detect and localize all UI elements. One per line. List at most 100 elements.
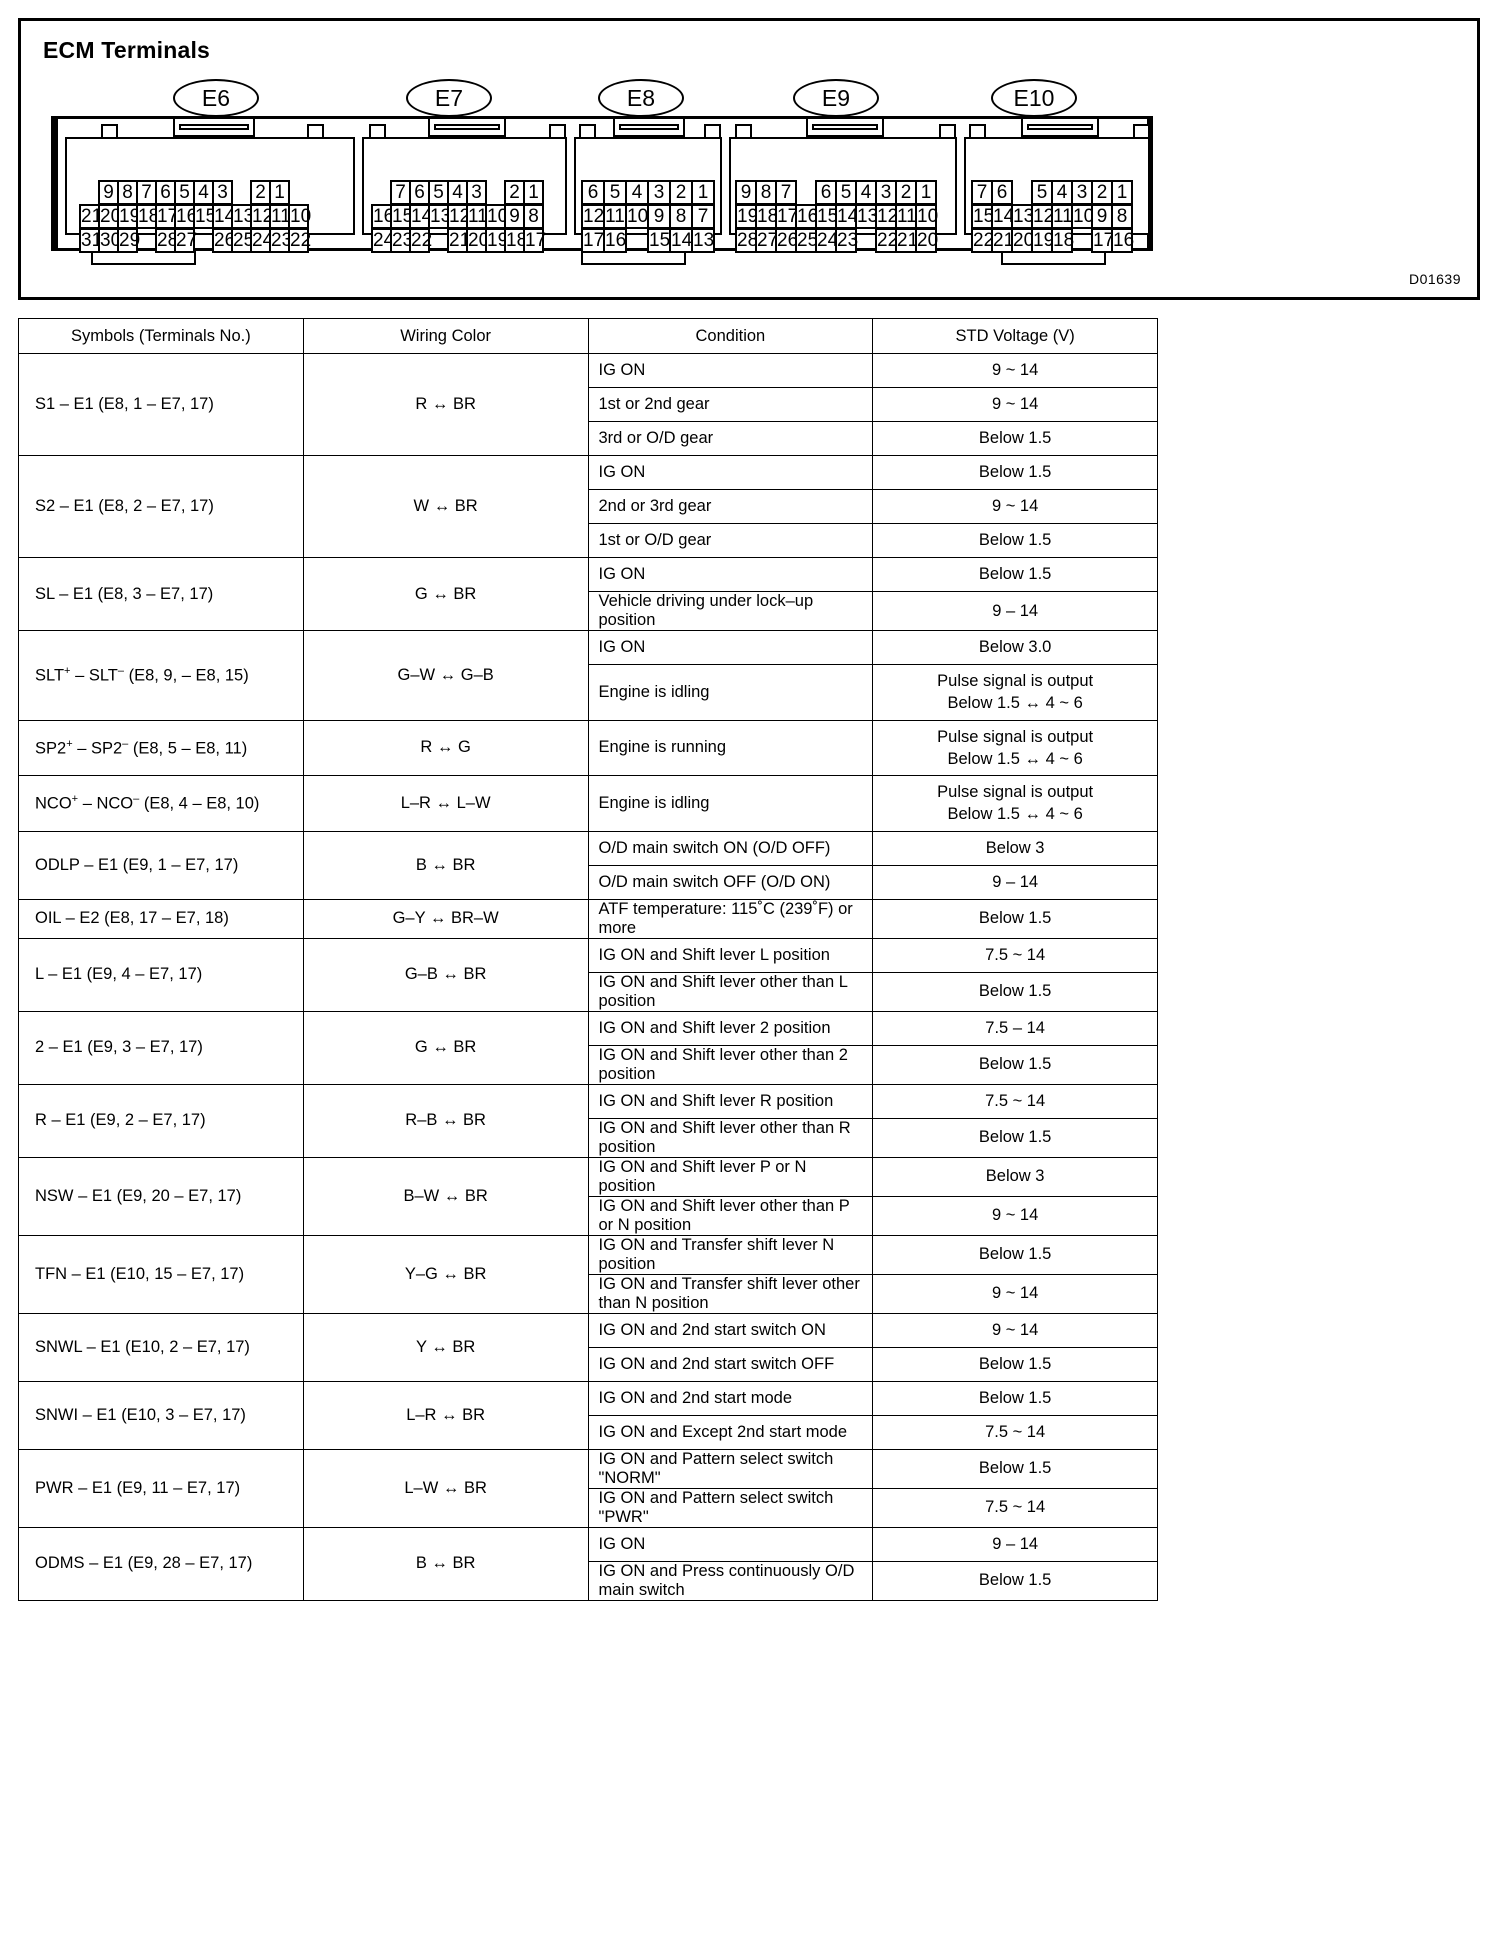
pin-spacer bbox=[371, 180, 392, 205]
pin-e6-22: 22 bbox=[288, 228, 312, 253]
pin-row-e7-1: 16 15 14 13 12 11 10 9 8 bbox=[371, 204, 561, 229]
cell-condition: IG ON bbox=[587, 630, 874, 665]
pin-e6-26: 26 bbox=[212, 228, 236, 253]
pin-e8-3: 3 bbox=[647, 180, 671, 205]
cell-condition: IG ON and Shift lever L position bbox=[587, 937, 874, 973]
table-row: IG ON and Pattern select switch "PWR" 7.5… bbox=[19, 1487, 1158, 1528]
cell-std-voltage: Below 1.5 bbox=[872, 1346, 1158, 1382]
cell-std-voltage: 9 – 14 bbox=[872, 591, 1158, 631]
pin-e10-11: 11 bbox=[1051, 204, 1073, 229]
pin-e7-16: 16 bbox=[371, 204, 395, 229]
pin-e6-28: 28 bbox=[155, 228, 179, 253]
pin-e9-7: 7 bbox=[775, 180, 797, 205]
cell-symbol: S2 – E1 (E8, 2 – E7, 17) bbox=[18, 455, 304, 558]
cell-std-voltage: Pulse signal is output Below 1.5 ↔ 4 ~ 6 bbox=[872, 664, 1158, 721]
pin-spacer bbox=[485, 180, 506, 205]
pin-e7-2: 2 bbox=[504, 180, 525, 205]
pin-e6-5: 5 bbox=[174, 180, 195, 205]
pin-e9-15: 15 bbox=[815, 204, 839, 229]
cell-symbol: PWR – E1 (E9, 11 – E7, 17) bbox=[18, 1448, 304, 1528]
pin-e7-22: 22 bbox=[409, 228, 433, 253]
cell-std-voltage: 7.5 ~ 14 bbox=[872, 1414, 1158, 1450]
pin-e7-13: 13 bbox=[428, 204, 452, 229]
pin-e7-3: 3 bbox=[466, 180, 487, 205]
table-row: OIL – E2 (E8, 17 – E7, 18) G–Y ↔ BR–W ATF … bbox=[18, 898, 1158, 939]
cell-wiring-color: R–B ↔ BR bbox=[302, 1083, 589, 1158]
pin-e8-12: 12 bbox=[581, 204, 605, 229]
cell-condition: IG ON bbox=[587, 557, 874, 592]
connector-label-e10: E10 bbox=[991, 79, 1077, 117]
cell-condition: IG ON bbox=[587, 1526, 874, 1562]
pin-e8-7: 7 bbox=[691, 204, 715, 229]
col-header-condition: Condition bbox=[587, 318, 874, 354]
connector-label-e7: E7 bbox=[406, 79, 492, 117]
table-row: SNWI – E1 (E10, 3 – E7, 17) L–R ↔ BR IG ON… bbox=[18, 1380, 1158, 1450]
cell-std-voltage: Below 3 bbox=[872, 1156, 1158, 1197]
pin-e6-27: 27 bbox=[174, 228, 198, 253]
pin-e6-2: 2 bbox=[250, 180, 271, 205]
pin-spacer bbox=[542, 204, 563, 229]
mount-tab-center bbox=[581, 249, 686, 265]
cell-condition: ATF temperature: 115˚C (239˚F) or more bbox=[587, 898, 874, 939]
pin-row-e9-1: 19 18 17 16 15 14 13 12 11 10 bbox=[735, 204, 938, 229]
pin-e6-13: 13 bbox=[231, 204, 255, 229]
cell-std-voltage: Below 1.5 bbox=[872, 557, 1158, 592]
latch-inner-e9 bbox=[812, 124, 878, 130]
cell-symbol: SLT+ – SLT– (E8, 9, – E8, 15) bbox=[18, 630, 304, 721]
pin-e7-8: 8 bbox=[523, 204, 544, 229]
cell-condition: O/D main switch OFF (O/D ON) bbox=[587, 864, 874, 900]
pin-e9-17: 17 bbox=[775, 204, 799, 229]
housing-right-edge bbox=[1147, 116, 1153, 251]
pin-e9-25: 25 bbox=[795, 228, 819, 253]
cell-wiring-color: R ↔ BR bbox=[302, 353, 589, 456]
cell-condition: Engine is idling bbox=[587, 664, 874, 721]
cell-wiring-color: L–W ↔ BR bbox=[302, 1448, 589, 1528]
table-row: L – E1 (E9, 4 – E7, 17) G–B ↔ BR IG ON and… bbox=[18, 937, 1158, 1012]
pin-e6-3: 3 bbox=[212, 180, 233, 205]
cell-condition: IG ON bbox=[587, 455, 874, 490]
cell-symbol: SL – E1 (E8, 3 – E7, 17) bbox=[18, 557, 304, 631]
cell-condition: 3rd or O/D gear bbox=[587, 421, 874, 456]
pin-spacer bbox=[795, 180, 817, 205]
cell-symbol: S1 – E1 (E8, 1 – E7, 17) bbox=[18, 353, 304, 456]
pin-e6-15: 15 bbox=[193, 204, 217, 229]
cell-std-voltage: 7.5 – 14 bbox=[872, 1010, 1158, 1046]
pin-e6-25: 25 bbox=[231, 228, 255, 253]
pin-e9-6: 6 bbox=[815, 180, 837, 205]
table-row: NSW – E1 (E9, 20 – E7, 17) B–W ↔ BR IG ON … bbox=[18, 1156, 1158, 1236]
cell-condition: IG ON and Shift lever other than 2 posit… bbox=[587, 1044, 874, 1085]
cell-wiring-color: G ↔ BR bbox=[302, 557, 589, 631]
pin-e10-1: 1 bbox=[1111, 180, 1133, 205]
pin-e6-4: 4 bbox=[193, 180, 214, 205]
pin-e9-4: 4 bbox=[855, 180, 877, 205]
pin-e10-17: 17 bbox=[1091, 228, 1115, 253]
pin-e6-19: 19 bbox=[117, 204, 141, 229]
pin-e8-4: 4 bbox=[625, 180, 649, 205]
pin-e6-6: 6 bbox=[155, 180, 176, 205]
page-title: ECM Terminals bbox=[43, 37, 211, 63]
cell-wiring-color: G–W ↔ G–B bbox=[302, 630, 589, 721]
cell-condition: 1st or O/D gear bbox=[587, 523, 874, 558]
cell-symbol: SNWI – E1 (E10, 3 – E7, 17) bbox=[18, 1380, 304, 1450]
pin-row-e7-2: 24 23 22 21 20 19 18 17 bbox=[371, 228, 561, 253]
connector-label-e6: E6 bbox=[173, 79, 259, 117]
cell-wiring-color: W ↔ BR bbox=[302, 455, 589, 558]
pin-spacer bbox=[625, 228, 649, 253]
table-row: SP2+ – SP2– (E8, 5 – E8, 11) R ↔ G Engine … bbox=[18, 719, 1158, 777]
pin-e7-10: 10 bbox=[485, 204, 509, 229]
connector-latch-e7 bbox=[428, 117, 506, 137]
pin-e9-26: 26 bbox=[775, 228, 799, 253]
pin-e9-12: 12 bbox=[875, 204, 899, 229]
cell-symbol: R – E1 (E9, 2 – E7, 17) bbox=[18, 1083, 304, 1158]
pin-spacer bbox=[855, 228, 877, 253]
cell-condition: IG ON and Shift lever other than P or N … bbox=[587, 1195, 874, 1236]
cell-symbol: 2 – E1 (E9, 3 – E7, 17) bbox=[18, 1010, 304, 1085]
cell-condition: 1st or 2nd gear bbox=[587, 387, 874, 422]
table-row: Engine is idling Pulse signal is output Be… bbox=[19, 664, 1158, 721]
pin-e7-18: 18 bbox=[504, 228, 528, 253]
pin-e6-7: 7 bbox=[136, 180, 157, 205]
pin-e9-20: 20 bbox=[915, 228, 939, 253]
cell-symbol: TFN – E1 (E10, 15 – E7, 17) bbox=[18, 1234, 304, 1314]
